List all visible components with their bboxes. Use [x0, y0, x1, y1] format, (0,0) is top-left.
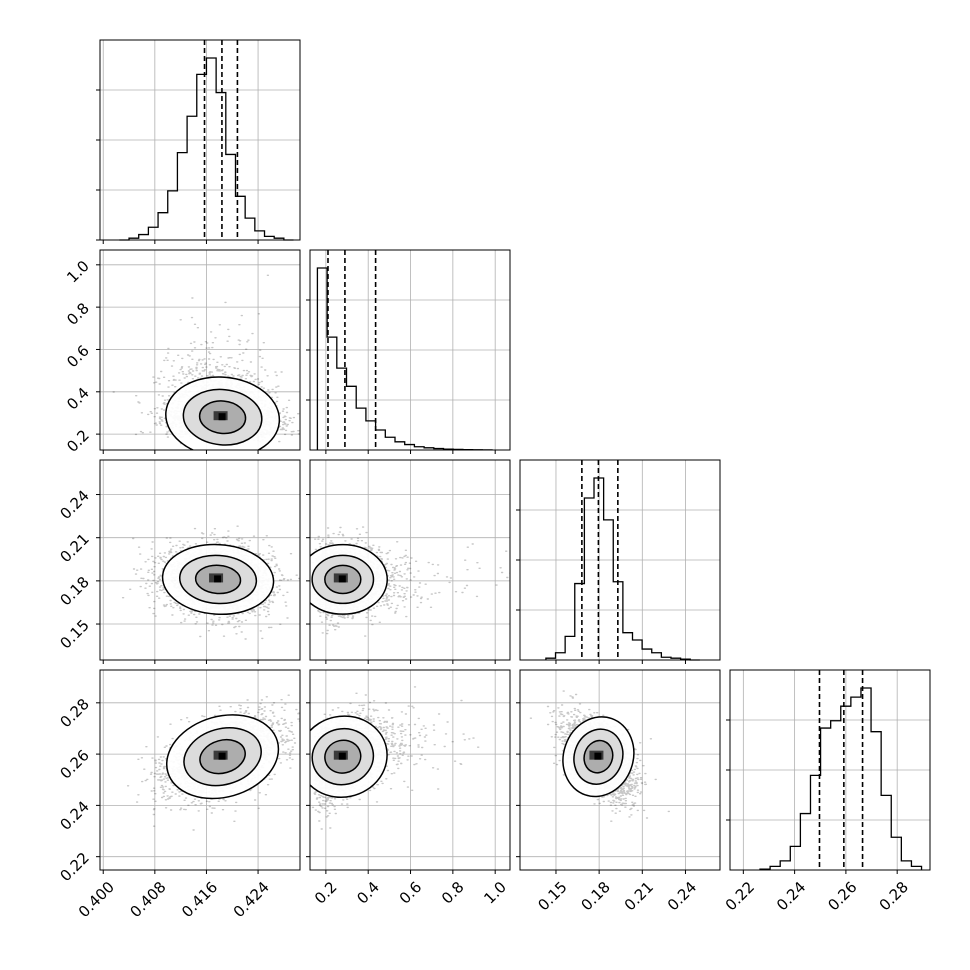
histogram-step	[316, 267, 493, 451]
scatter-panel-0-3: 0.400 0.408 0.416 0.424 0.22 0.24 0.26 0.28	[56, 669, 301, 921]
x-tick-label: 0.2	[311, 878, 341, 908]
x-tick-label: 0.22	[722, 878, 758, 914]
density-peak	[338, 752, 346, 760]
y-tick-label: 1.0	[63, 257, 93, 287]
histogram-step	[759, 687, 923, 870]
density-layer	[121, 525, 300, 640]
y-tick-label: 0.26	[56, 746, 92, 782]
scatter-panel-0-1: 0.2 0.4 0.6 0.8 1.0	[63, 249, 301, 456]
x-tick-label: 0.28	[876, 878, 912, 914]
axes-frame	[309, 669, 511, 871]
y-tick-label: 0.21	[56, 530, 92, 566]
density-peak	[218, 413, 226, 421]
x-tick-label: 0.408	[126, 878, 169, 921]
hist-panel-1	[306, 249, 511, 454]
hist-panel-3: 0.22 0.24 0.26 0.28	[722, 669, 931, 914]
y-tick-label: 0.24	[56, 487, 92, 523]
scatter-panel-2-3: 0.15 0.18 0.21 0.24	[516, 669, 721, 914]
x-tick-label: 0.24	[664, 878, 700, 914]
y-tick-label: 0.8	[63, 299, 93, 329]
x-tick-label: 0.8	[438, 878, 468, 908]
y-tick-label: 0.6	[63, 342, 93, 372]
axes-frame	[99, 459, 301, 661]
density-layer	[529, 690, 670, 822]
x-tick-label: 0.18	[578, 878, 614, 914]
density-layer	[112, 274, 300, 450]
y-tick-label: 0.24	[56, 797, 92, 833]
x-tick-label: 0.400	[75, 878, 118, 921]
density-layer	[310, 526, 510, 637]
y-tick-label: 0.18	[56, 573, 92, 609]
density-peak	[594, 752, 602, 760]
scatter-panel-1-2	[306, 459, 511, 664]
scatter-panel-0-2: 0.15 0.18 0.21 0.24	[56, 459, 301, 664]
histogram-step	[119, 57, 294, 241]
scatter-panel-1-3: 0.2 0.4 0.6 0.8 1.0	[306, 669, 511, 908]
axes-frame	[99, 669, 301, 871]
axes-frame	[519, 669, 721, 871]
density-peak	[214, 575, 222, 583]
x-tick-label: 0.416	[178, 878, 221, 921]
x-tick-label: 0.24	[773, 878, 809, 914]
x-tick-label: 0.424	[230, 878, 273, 921]
axes-frame	[309, 459, 511, 661]
y-tick-label: 0.28	[56, 695, 92, 731]
y-tick-label: 0.15	[56, 616, 92, 652]
x-tick-label: 0.4	[353, 878, 383, 908]
density-peak	[338, 575, 346, 583]
y-tick-label: 0.4	[63, 384, 93, 414]
hist-panel-2	[516, 459, 721, 664]
hist-panel-0	[96, 39, 301, 244]
density-layer	[310, 686, 480, 830]
density-peak	[218, 752, 226, 760]
x-tick-label: 0.15	[534, 878, 570, 914]
histogram-step	[545, 477, 700, 661]
x-tick-label: 0.6	[396, 878, 426, 908]
y-tick-label: 0.22	[56, 849, 92, 885]
density-layer	[126, 694, 300, 831]
x-tick-label: 1.0	[480, 878, 510, 908]
axes-frame	[99, 249, 301, 451]
y-tick-label: 0.2	[63, 426, 93, 456]
x-tick-label: 0.21	[621, 878, 657, 914]
x-tick-label: 0.26	[824, 878, 860, 914]
